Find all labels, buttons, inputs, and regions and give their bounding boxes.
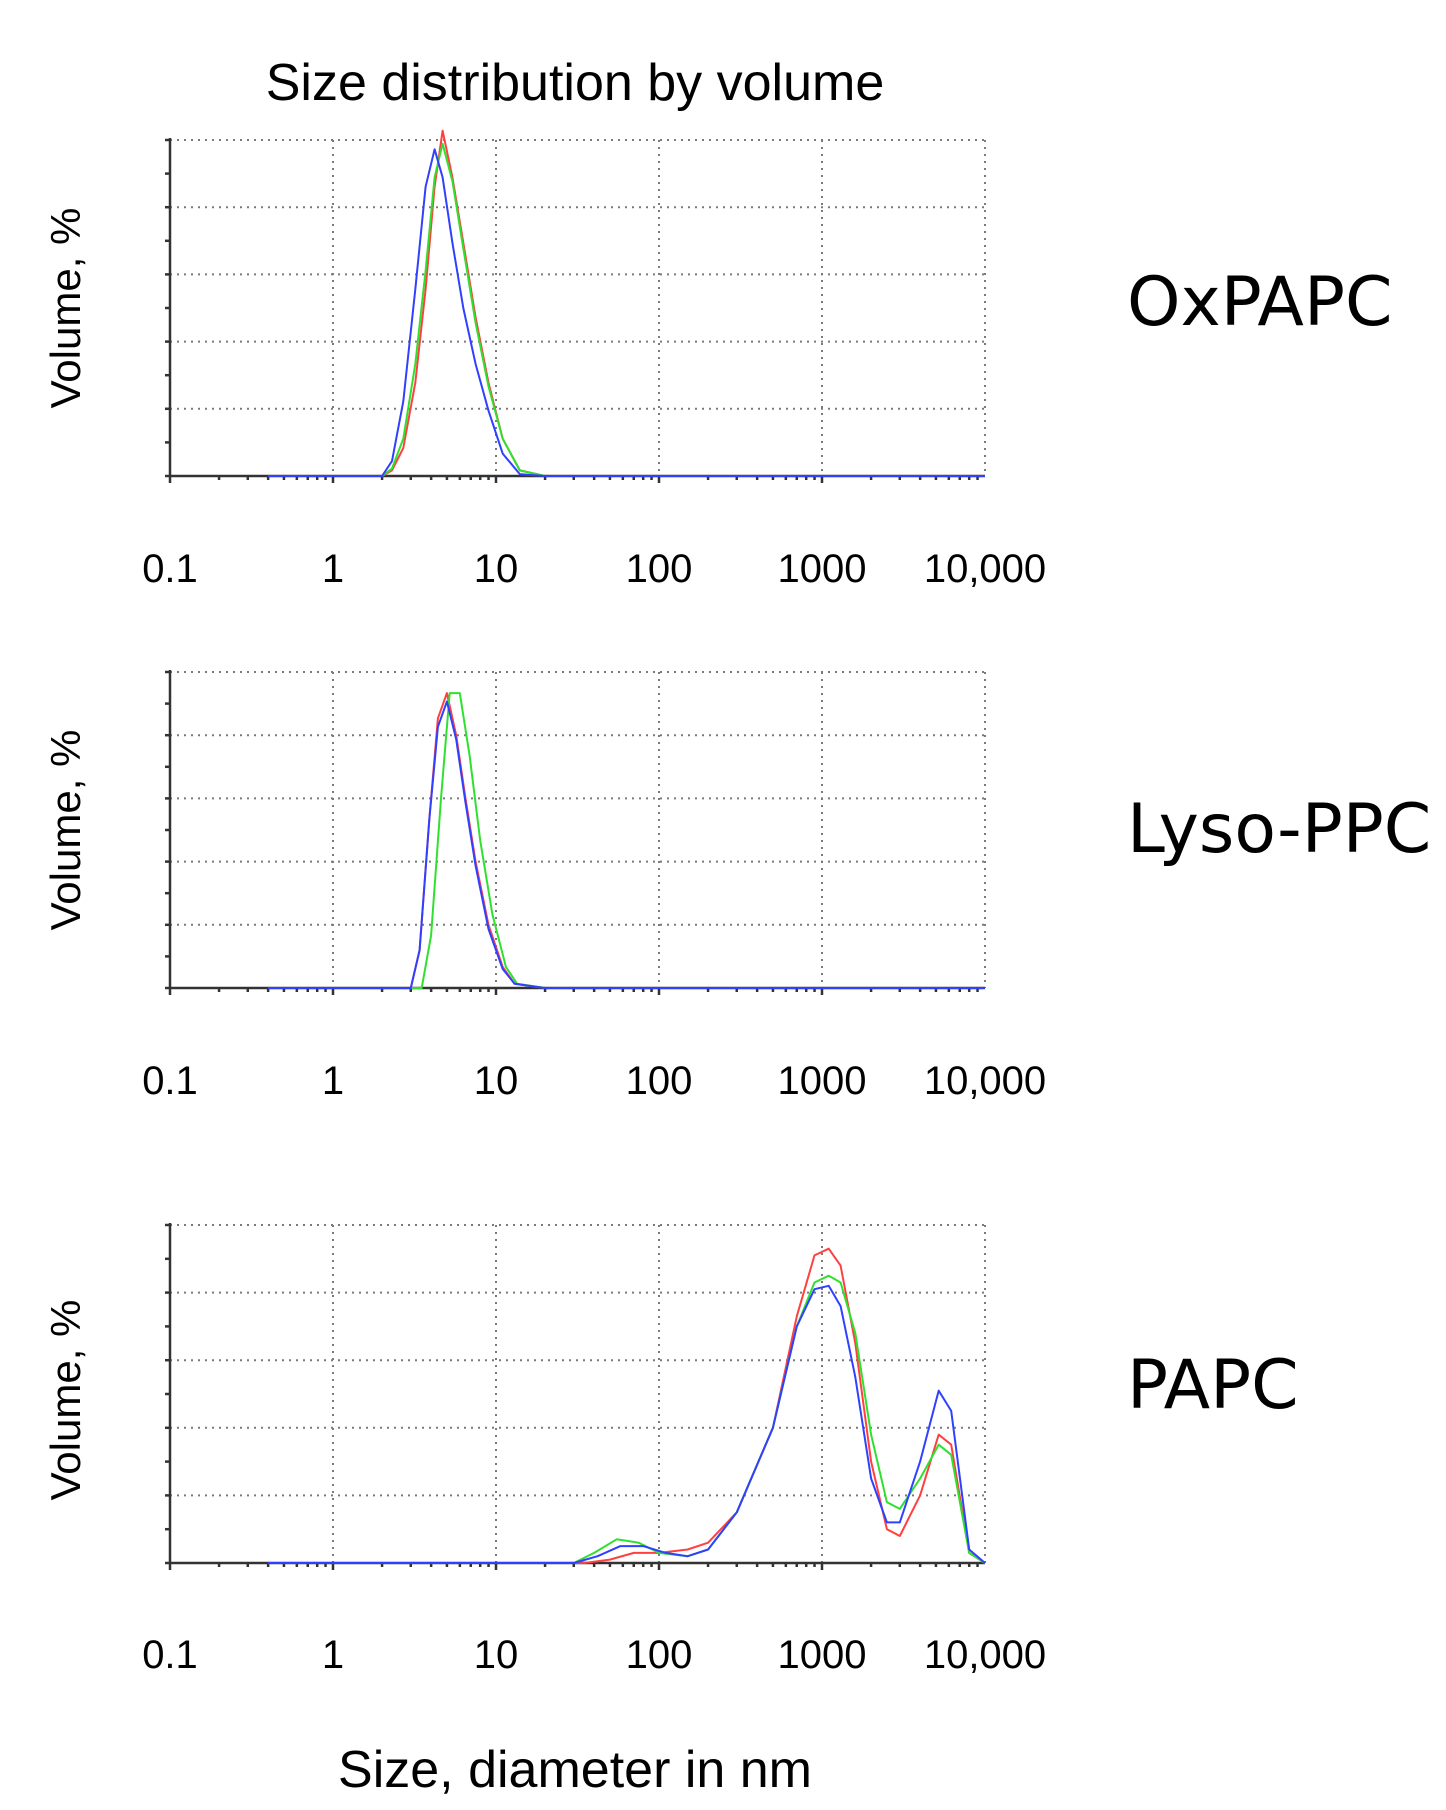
- series-line-run-1: [268, 129, 985, 477]
- x-tick-label: 10,000: [924, 1059, 1046, 1103]
- x-tick-label: 1000: [778, 1059, 867, 1103]
- x-tick-label: 10: [474, 547, 519, 591]
- x-tick-label: 10,000: [924, 1633, 1046, 1677]
- x-tick-label: 100: [626, 547, 693, 591]
- panel-label: PAPC: [1127, 1346, 1299, 1425]
- chart-title: Size distribution by volume: [266, 54, 885, 112]
- y-axis-label: Volume, %: [42, 1300, 89, 1501]
- x-axis-label: Size, diameter in nm: [338, 1741, 812, 1799]
- panel-lyso-ppc: 0.1 1 10 100 1000 10,000 Volume, % Lyso-PPC: [42, 670, 1431, 1103]
- x-tick-label: 100: [626, 1059, 693, 1103]
- x-tick-label: 0.1: [142, 1633, 198, 1677]
- series-line-run-1: [268, 1247, 986, 1564]
- series-line-run-2: [268, 142, 985, 477]
- x-tick-label: 10,000: [924, 547, 1046, 591]
- y-axis-label: Volume, %: [42, 208, 89, 409]
- x-tick-label: 1: [322, 547, 344, 591]
- x-tick-label: 0.1: [142, 547, 198, 591]
- series-line-run-3: [268, 700, 985, 989]
- x-tick-label: 1: [322, 1633, 344, 1677]
- panel-papc: 0.1 1 10 100 1000 10,000 Volume, % PAPC: [42, 1223, 1299, 1677]
- x-tick-label: 1: [322, 1059, 344, 1103]
- panel-label: Lyso-PPC: [1127, 790, 1431, 869]
- series-line-run-3: [268, 148, 985, 477]
- x-tick-label: 100: [626, 1633, 693, 1677]
- series-line-run-1: [268, 692, 985, 989]
- x-tick-label: 10: [474, 1059, 519, 1103]
- x-tick-label: 10: [474, 1633, 519, 1677]
- x-tick-label: 1000: [778, 547, 867, 591]
- series-line-run-3: [268, 1284, 986, 1564]
- panel-label: OxPAPC: [1127, 263, 1392, 342]
- series-line-run-2: [268, 692, 985, 989]
- x-tick-label: 0.1: [142, 1059, 198, 1103]
- x-tick-label: 1000: [778, 1633, 867, 1677]
- y-axis-label: Volume, %: [42, 730, 89, 931]
- series-line-run-2: [268, 1274, 986, 1564]
- panel-oxpapc: 0.1 1 10 100 1000 10,000 Volume, % OxPAPC: [42, 129, 1392, 591]
